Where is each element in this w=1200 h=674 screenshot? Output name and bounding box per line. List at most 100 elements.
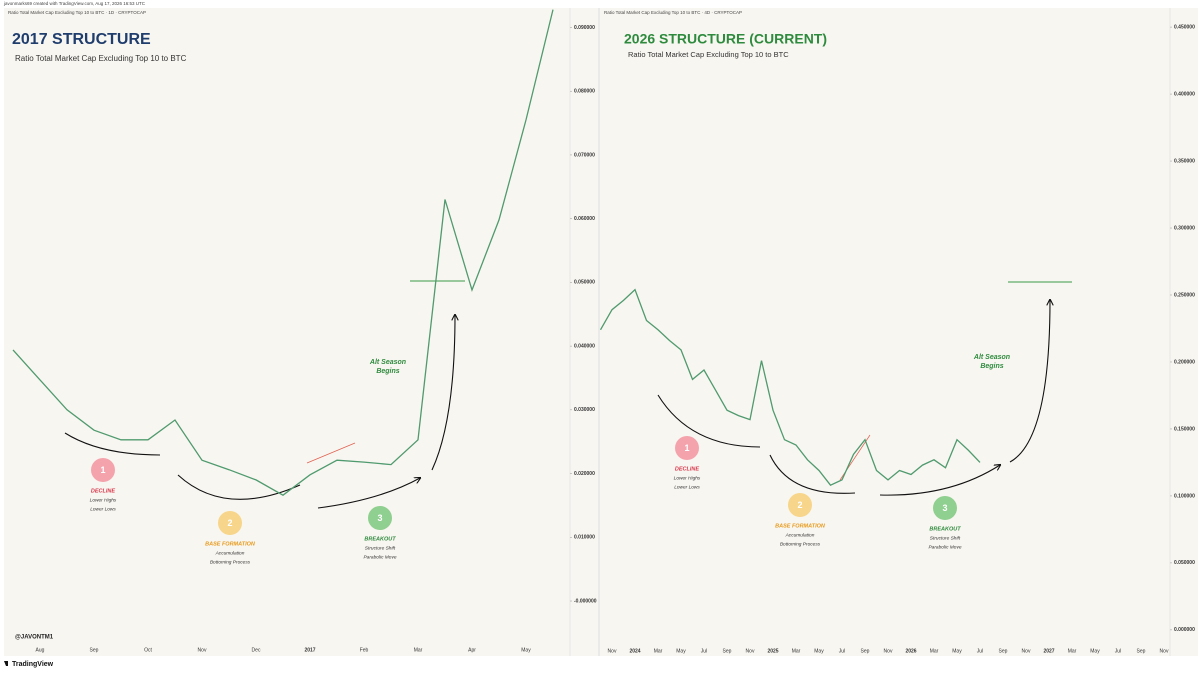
phase-title: BASE FORMATION bbox=[205, 541, 256, 547]
x-tick-label: Nov bbox=[608, 648, 617, 654]
callout: Begins bbox=[980, 363, 1003, 370]
symbol-right: Ratio Total Market Cap Excluding Top 10 … bbox=[604, 10, 742, 15]
phase-number: 1 bbox=[684, 443, 689, 453]
phase-note: Accumulation bbox=[215, 550, 245, 556]
x-tick-label: 2025 bbox=[767, 648, 778, 654]
phase-note: Structure Shift bbox=[930, 535, 961, 541]
x-tick-label: Sep bbox=[90, 647, 99, 653]
y-tick-label: 0.020000 bbox=[574, 471, 595, 477]
x-tick-label: Dec bbox=[252, 647, 261, 653]
y-tick-label: 0.100000 bbox=[1174, 493, 1195, 499]
y-tick-label: 0.450000 bbox=[1174, 24, 1195, 30]
phase-number: 3 bbox=[942, 503, 947, 513]
phase-number: 2 bbox=[227, 518, 232, 528]
x-tick-label: Nov bbox=[1160, 648, 1169, 654]
y-tick-label: 0.200000 bbox=[1174, 359, 1195, 365]
chart-title: 2017 STRUCTURE bbox=[12, 31, 151, 48]
phase-note: Parabolic Move bbox=[928, 544, 961, 550]
x-tick-label: 2027 bbox=[1043, 648, 1054, 654]
y-tick-label: 0.050000 bbox=[1174, 560, 1195, 566]
phase-number: 3 bbox=[377, 513, 382, 523]
x-tick-label: Mar bbox=[930, 648, 939, 654]
y-tick-label: 0.400000 bbox=[1174, 91, 1195, 97]
x-tick-label: Oct bbox=[144, 647, 152, 653]
symbol-left: Ratio Total Market Cap Excluding Top 10 … bbox=[8, 10, 146, 15]
y-tick-label: 0.040000 bbox=[574, 343, 595, 349]
x-tick-label: May bbox=[1090, 648, 1100, 654]
phase-title: BREAKOUT bbox=[929, 526, 961, 532]
annotation-arcs bbox=[64, 300, 1050, 509]
y-tick-label: 0.000000 bbox=[1174, 627, 1195, 633]
y-tick-label: 0.250000 bbox=[1174, 292, 1195, 298]
phase-note: Lower Highs bbox=[674, 475, 701, 481]
phase-badge bbox=[675, 436, 699, 460]
x-tick-label: Sep bbox=[1137, 648, 1146, 654]
x-tick-label: Jul bbox=[1115, 648, 1121, 654]
phase-note: Parabolic Move bbox=[363, 554, 396, 560]
x-tick-label: Mar bbox=[654, 648, 663, 654]
phase-number: 1 bbox=[100, 465, 105, 475]
phase-badge bbox=[218, 511, 242, 535]
callout: Alt Season bbox=[369, 359, 406, 366]
y-tick-label: 0.030000 bbox=[574, 407, 595, 413]
y-tick-label: 0.010000 bbox=[574, 535, 595, 541]
target-lines bbox=[410, 280, 1072, 283]
chart-subtitle: Ratio Total Market Cap Excluding Top 10 … bbox=[628, 50, 789, 59]
phase-title: BREAKOUT bbox=[364, 536, 396, 542]
x-tick-label: Feb bbox=[360, 647, 369, 653]
phase-note: Bottoming Process bbox=[780, 541, 821, 547]
x-tick-label: Nov bbox=[198, 647, 207, 653]
y-tick-label: 0.300000 bbox=[1174, 225, 1195, 231]
y-tick-label: 0.150000 bbox=[1174, 426, 1195, 432]
x-tick-label: 2026 bbox=[905, 648, 916, 654]
x-tick-label: Jul bbox=[701, 648, 707, 654]
x-tick-label: Jul bbox=[977, 648, 983, 654]
y-tick-label: -0.000000 bbox=[574, 598, 597, 604]
x-tick-label: Nov bbox=[1022, 648, 1031, 654]
y-tick-label: 0.350000 bbox=[1174, 158, 1195, 164]
callout: Alt Season bbox=[973, 354, 1010, 361]
phase-number: 2 bbox=[797, 500, 802, 510]
x-tick-label: Sep bbox=[723, 648, 732, 654]
price-line bbox=[12, 9, 554, 496]
x-tick-label: May bbox=[521, 647, 531, 653]
y-tick-label: 0.080000 bbox=[574, 89, 595, 95]
phase-note: Structure Shift bbox=[365, 545, 396, 551]
phase-badge bbox=[933, 496, 957, 520]
chart-title: 2026 STRUCTURE (CURRENT) bbox=[624, 31, 827, 47]
y-tick-label: 0.090000 bbox=[574, 25, 595, 31]
x-tick-label: Nov bbox=[884, 648, 893, 654]
x-tick-label: Apr bbox=[468, 647, 476, 653]
x-tick-label: Aug bbox=[36, 647, 45, 653]
phase-badge bbox=[368, 506, 392, 530]
y-tick-label: 0.060000 bbox=[574, 216, 595, 222]
x-tick-label: Nov bbox=[746, 648, 755, 654]
x-tick-label: 2024 bbox=[629, 648, 640, 654]
phase-title: DECLINE bbox=[91, 488, 115, 494]
brand-logo bbox=[4, 661, 8, 666]
x-tick-label: May bbox=[814, 648, 824, 654]
chart-subtitle: Ratio Total Market Cap Excluding Top 10 … bbox=[15, 54, 187, 63]
y-tick-label: 0.070000 bbox=[574, 152, 595, 158]
x-tick-label: Sep bbox=[861, 648, 870, 654]
x-tick-label: Jul bbox=[839, 648, 845, 654]
phase-note: Bottoming Process bbox=[210, 559, 251, 565]
right-panel bbox=[600, 8, 1198, 656]
phase-note: Lower Lows bbox=[90, 506, 116, 512]
phase-title: BASE FORMATION bbox=[775, 523, 826, 529]
brand: TradingView bbox=[12, 661, 54, 668]
callout: Begins bbox=[376, 368, 399, 375]
handle: @JAVONTM1 bbox=[15, 635, 54, 641]
x-tick-label: Mar bbox=[1068, 648, 1077, 654]
x-tick-label: Sep bbox=[999, 648, 1008, 654]
phase-badge bbox=[788, 493, 812, 517]
phase-note: Accumulation bbox=[785, 532, 815, 538]
price-line bbox=[600, 288, 981, 487]
x-tick-label: May bbox=[676, 648, 686, 654]
x-tick-label: Mar bbox=[792, 648, 801, 654]
x-tick-label: May bbox=[952, 648, 962, 654]
phase-note: Lower Highs bbox=[90, 497, 117, 503]
y-tick-label: 0.050000 bbox=[574, 280, 595, 286]
phase-badge bbox=[91, 458, 115, 482]
